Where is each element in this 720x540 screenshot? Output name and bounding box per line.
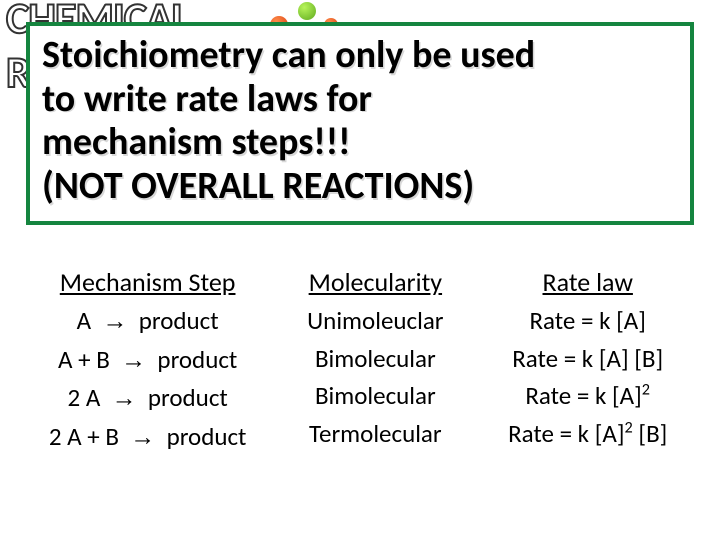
cell-rate-4: Rate = k [A]2 [B] [485,415,690,453]
cell-rate-1: Rate = k [A] [485,302,690,340]
col-mechanism-step: Mechanism Step A → product A + B → produ… [30,266,265,456]
cell-rate-2: Rate = k [A] [B] [485,340,690,378]
atom-green [298,2,316,20]
cell-mol-4: Termolecular [283,415,467,453]
col-molecularity: Molecularity Unimoleuclar Bimolecular Bi… [283,266,467,456]
callout-box: Stoichiometry can only be used to write … [26,22,694,225]
cell-rate-3: Rate = k [A]2 [485,377,690,415]
col-rate-law: Rate law Rate = k [A] Rate = k [A] [B] R… [485,266,690,456]
callout-text: Stoichiometry can only be used to write … [42,34,678,209]
cell-step-2: A + B → product [30,341,265,380]
cell-mol-1: Unimoleuclar [283,302,467,340]
header-mechanism-step: Mechanism Step [30,266,265,298]
cell-mol-2: Bimolecular [283,340,467,378]
cell-step-4: 2 A + B → product [30,418,265,457]
cell-step-1: A → product [30,302,265,341]
header-molecularity: Molecularity [283,266,467,298]
cell-mol-3: Bimolecular [283,377,467,415]
callout-text-front: Stoichiometry can only be used to write … [42,34,678,209]
cell-step-3: 2 A → product [30,379,265,418]
header-rate-law: Rate law [485,266,690,298]
rate-law-table: Mechanism Step A → product A + B → produ… [30,266,690,456]
